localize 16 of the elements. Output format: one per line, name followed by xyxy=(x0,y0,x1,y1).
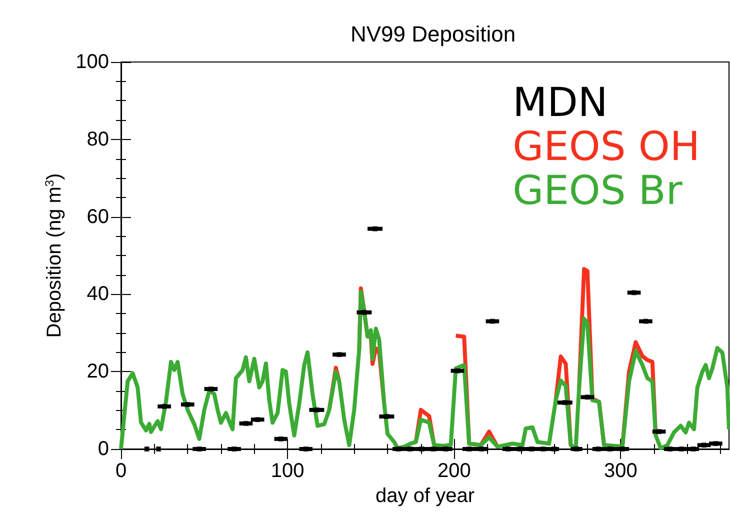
y-tick-label: 20 xyxy=(86,360,109,383)
x-tick-label: 200 xyxy=(437,460,471,482)
y-tick-label: 0 xyxy=(98,438,109,460)
text: GEOS OH xyxy=(512,124,700,170)
x-tick-label: 100 xyxy=(270,460,304,482)
chart-title: NV99 Deposition xyxy=(350,22,516,46)
y-axis-title: Deposition (ng m3) xyxy=(42,173,66,338)
text: GEOS Br xyxy=(512,168,683,214)
y-tick-label: 60 xyxy=(86,206,109,228)
x-tick-label: 0 xyxy=(115,460,127,482)
y-tick-label: 40 xyxy=(86,283,109,306)
y-tick-label: 80 xyxy=(86,128,109,150)
text: MDN xyxy=(512,80,608,126)
x-tick-label: 300 xyxy=(604,460,638,482)
x-axis-title: day of year xyxy=(376,484,475,507)
y-tick-label: 100 xyxy=(76,51,109,73)
